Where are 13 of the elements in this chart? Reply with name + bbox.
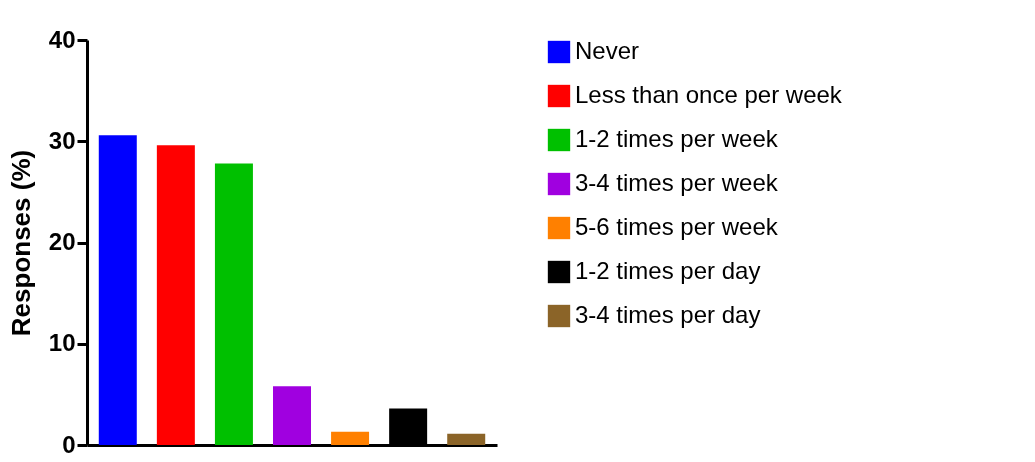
y-tick-label: 40 xyxy=(48,25,76,53)
legend-label: 3-4 times per week xyxy=(575,169,779,196)
legend-label: 1-2 times per day xyxy=(575,257,761,284)
y-tick-label: 10 xyxy=(48,329,76,357)
y-tick-label: 30 xyxy=(48,126,76,154)
legend-label: Never xyxy=(575,37,640,64)
y-tick-label: 0 xyxy=(62,430,76,458)
y-axis-title: Responses (%) xyxy=(5,149,36,337)
legend-label: 3-4 times per day xyxy=(575,301,761,328)
legend-label: Less than once per week xyxy=(575,81,843,108)
legend-label: 5-6 times per week xyxy=(575,213,779,240)
legend-label: 1-2 times per week xyxy=(575,125,779,152)
y-tick-label: 20 xyxy=(48,228,76,255)
